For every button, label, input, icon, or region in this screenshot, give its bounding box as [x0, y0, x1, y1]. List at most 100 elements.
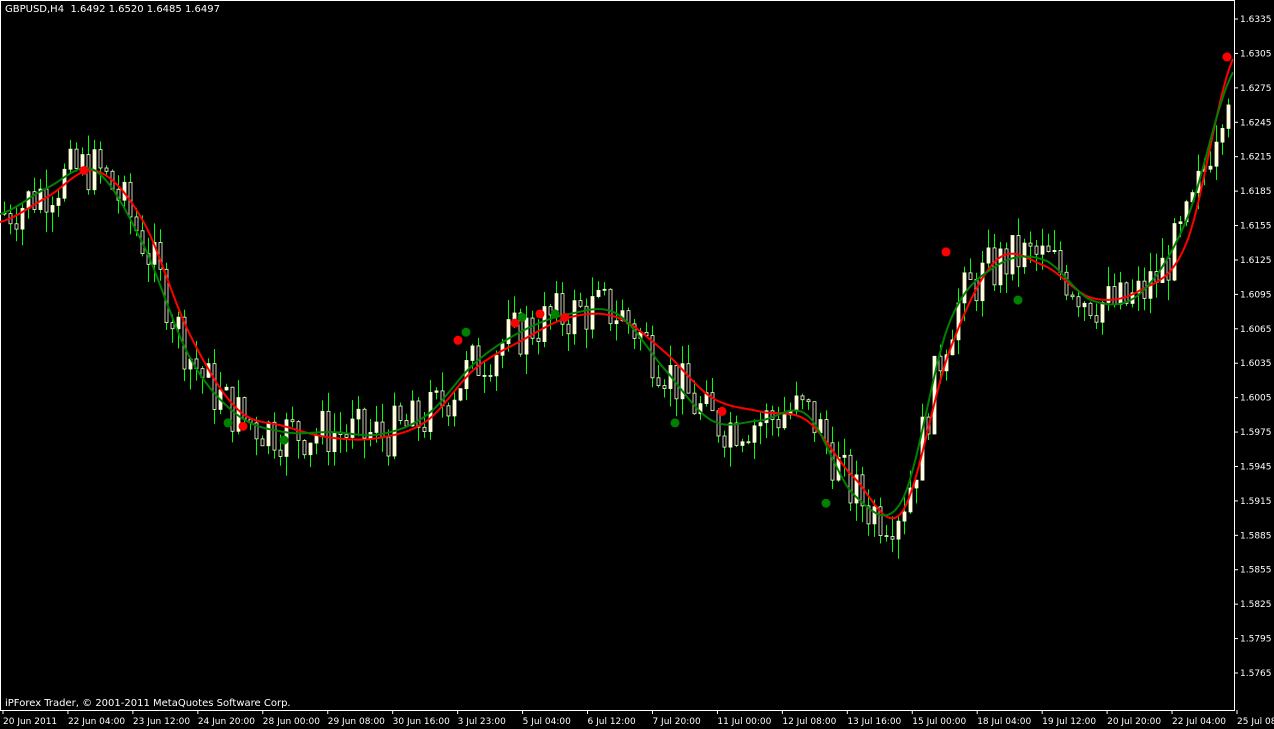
- red-signal-marker: [717, 406, 727, 416]
- candle-body: [842, 454, 847, 458]
- red-signal-marker: [238, 421, 248, 431]
- candle-body: [986, 247, 991, 264]
- candle-body: [44, 188, 49, 213]
- y-tick-label: 1.6065: [1240, 325, 1272, 335]
- green-signal-marker: [550, 309, 560, 319]
- x-tick-label: 20 Jun 2011: [3, 717, 57, 727]
- y-tick-label: 1.6125: [1240, 256, 1272, 266]
- candle-body: [1166, 257, 1171, 281]
- candle-body: [224, 386, 229, 391]
- red-signal-marker: [941, 247, 951, 257]
- candle-body: [1076, 296, 1081, 308]
- candle-body: [722, 435, 727, 448]
- candle-body: [308, 442, 313, 456]
- candle-body: [1052, 250, 1057, 252]
- candle-body: [1040, 245, 1045, 255]
- candle-body: [1046, 245, 1051, 252]
- candle-body: [302, 440, 307, 456]
- x-tick-label: 7 Jul 20:00: [652, 717, 701, 727]
- candle-body: [344, 434, 349, 438]
- candle-body: [1058, 250, 1063, 273]
- candle-body: [1112, 286, 1117, 305]
- candle-body: [314, 435, 319, 444]
- candle-body: [170, 322, 175, 330]
- y-tick-label: 1.6095: [1240, 290, 1272, 300]
- candle-body: [866, 505, 871, 525]
- x-tick-label: 23 Jun 12:00: [133, 717, 190, 727]
- candle-body: [290, 419, 295, 423]
- x-tick-label: 19 Jul 12:00: [1042, 717, 1096, 727]
- candle-body: [254, 422, 259, 440]
- candle-body: [578, 300, 583, 307]
- fast-moving-average-line: [0, 71, 1234, 517]
- candle-body: [1178, 221, 1183, 224]
- candle-body: [884, 535, 889, 538]
- candle-body: [542, 306, 547, 342]
- candle-body: [506, 319, 511, 345]
- candle-body: [656, 377, 661, 386]
- candle-body: [1034, 245, 1039, 255]
- candle-body: [998, 248, 1003, 286]
- candle-body: [260, 438, 265, 447]
- candle-body: [746, 441, 751, 444]
- candle-body: [398, 405, 403, 421]
- candle-body: [566, 323, 571, 335]
- green-signal-marker: [821, 498, 831, 508]
- y-tick-label: 1.5915: [1240, 497, 1272, 507]
- candle-body: [1118, 282, 1123, 305]
- candle-body: [410, 400, 415, 427]
- candle-body: [560, 293, 565, 325]
- y-tick-label: 1.6275: [1240, 84, 1272, 94]
- y-tick-label: 1.6245: [1240, 118, 1272, 128]
- candle-body: [794, 395, 799, 412]
- candle-body: [740, 441, 745, 446]
- x-tick-label: 15 Jul 00:00: [912, 717, 966, 727]
- candle-body: [1070, 294, 1075, 298]
- x-tick-label: 28 Jun 00:00: [263, 717, 320, 727]
- candle-body: [1022, 242, 1027, 268]
- red-signal-marker: [79, 165, 89, 175]
- candle-body: [356, 408, 361, 420]
- x-tick-label: 11 Jul 00:00: [717, 717, 771, 727]
- candle-body: [962, 272, 967, 304]
- green-signal-marker: [223, 418, 233, 428]
- x-tick-label: 20 Jul 20:00: [1107, 717, 1161, 727]
- candle-body: [1106, 286, 1111, 303]
- candle-body: [782, 414, 787, 429]
- x-tick-label: 6 Jul 12:00: [588, 717, 637, 727]
- y-tick-label: 1.5945: [1240, 462, 1272, 472]
- markers-layer: [79, 52, 1232, 508]
- y-tick-label: 1.5885: [1240, 531, 1272, 541]
- candle-body: [800, 395, 805, 401]
- candle-body: [20, 207, 25, 230]
- candle-body: [968, 272, 973, 280]
- candle-body: [698, 403, 703, 415]
- candle-body: [350, 418, 355, 438]
- candle-body: [770, 410, 775, 420]
- candle-body: [764, 410, 769, 424]
- candle-body: [1094, 315, 1099, 323]
- candle-body: [446, 405, 451, 417]
- candle-body: [848, 454, 853, 504]
- y-tick-label: 1.5825: [1240, 600, 1272, 610]
- candle-body: [374, 421, 379, 433]
- candle-body: [470, 345, 475, 361]
- candle-body: [278, 449, 283, 457]
- candle-body: [914, 479, 919, 489]
- candle-body: [266, 421, 271, 447]
- x-tick-label: 13 Jul 16:00: [847, 717, 901, 727]
- candle-body: [956, 302, 961, 341]
- candle-body: [68, 148, 73, 170]
- candle-body: [878, 506, 883, 537]
- candle-body: [98, 149, 103, 169]
- chart-title: GBPUSD,H4 1.6492 1.6520 1.6485 1.6497: [5, 4, 220, 16]
- candle-body: [422, 426, 427, 432]
- x-tick-label: 3 Jul 23:00: [458, 717, 507, 727]
- candles-layer: [2, 98, 1231, 559]
- candle-body: [1172, 223, 1177, 281]
- y-tick-label: 1.5765: [1240, 669, 1272, 679]
- red-signal-marker: [560, 312, 570, 322]
- candle-body: [734, 422, 739, 446]
- candle-body: [452, 399, 457, 417]
